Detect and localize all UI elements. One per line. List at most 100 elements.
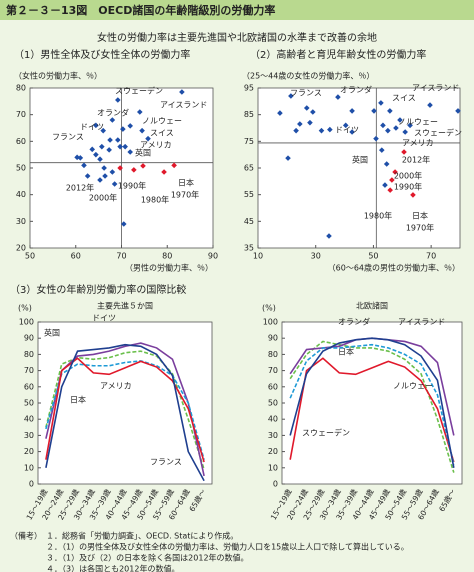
- country-label: スイス: [392, 94, 416, 103]
- country-label: 英国: [352, 155, 368, 165]
- y-tick-label: 10: [268, 463, 278, 472]
- data-point: [327, 126, 333, 133]
- x-tick-label: 65歳～: [436, 487, 457, 514]
- y-tick-label: 40: [24, 415, 34, 424]
- country-label: オランダ: [340, 85, 372, 95]
- data-point: [93, 122, 99, 129]
- y-tick-label: 0: [29, 480, 34, 489]
- series-line: [289, 340, 455, 473]
- country-label: アイスランド: [412, 84, 459, 93]
- x-tick-label: 80: [162, 252, 172, 261]
- point-label: 2000年: [89, 193, 117, 203]
- y-tick-label: 10: [24, 463, 34, 472]
- data-point: [161, 169, 167, 175]
- y-tick-label: 30: [16, 217, 26, 226]
- data-point: [131, 167, 137, 173]
- data-point: [139, 127, 145, 134]
- data-point: [371, 108, 377, 114]
- y-tick-label: 45: [244, 217, 254, 226]
- series-line: [45, 360, 205, 460]
- data-point: [326, 233, 332, 239]
- header-bar: [0, 0, 474, 20]
- data-point: [111, 181, 118, 187]
- data-point: [349, 108, 355, 114]
- y-tick-label: 60: [268, 382, 278, 391]
- chart-title: （3）女性の年齢別労働力率の国際比較: [10, 283, 186, 296]
- data-point: [382, 182, 388, 188]
- y-axis-label: (%): [18, 304, 32, 313]
- y-tick-label: 60: [24, 382, 34, 391]
- data-point: [117, 165, 123, 171]
- y-tick-label: 70: [268, 366, 278, 375]
- country-label: アメリカ: [140, 141, 172, 150]
- country-label: ドイツ: [335, 126, 359, 135]
- series-line: [45, 342, 205, 477]
- data-point: [100, 127, 106, 134]
- y-axis-label: （女性の労働力率、％）: [14, 71, 102, 81]
- y-tick-label: 30: [268, 431, 278, 440]
- note: ２．（1）の男性全体及び女性全体の労働力率は、労働力人口を15歳以上人口で除して…: [46, 542, 409, 552]
- point-label: 1970年: [171, 190, 199, 200]
- series-label: オランダ: [338, 317, 370, 327]
- series-label: スウェーデン: [302, 428, 350, 438]
- y-tick-label: 20: [16, 244, 26, 253]
- data-point: [107, 137, 113, 143]
- data-point: [297, 121, 303, 127]
- series-label: 英国: [44, 328, 60, 338]
- x-tick-label: 50: [25, 252, 35, 261]
- y-tick-label: 85: [244, 110, 254, 119]
- data-point: [115, 97, 121, 103]
- data-point: [127, 149, 133, 155]
- point-label: 1990年: [118, 181, 146, 191]
- y-tick-label: 75: [244, 137, 254, 146]
- data-point: [385, 127, 391, 134]
- point-label: 1980年: [364, 211, 392, 221]
- y-tick-label: 80: [268, 350, 278, 359]
- data-point: [77, 155, 84, 161]
- y-tick-label: 100: [19, 318, 34, 327]
- x-tick-label: 30: [311, 252, 321, 261]
- series-label: ドイツ: [92, 314, 116, 323]
- notes-label: （備考）: [10, 531, 42, 541]
- data-point: [380, 122, 386, 129]
- y-tick-label: 50: [24, 399, 34, 408]
- subtitle: 女性の労働力率は主要先進国や北欧諸国の水準まで改善の余地: [97, 31, 377, 44]
- y-tick-label: 30: [24, 431, 34, 440]
- country-label: フランス: [52, 133, 84, 142]
- series-line: [45, 343, 205, 482]
- data-point: [120, 221, 127, 227]
- x-tick-label: 70: [426, 252, 436, 261]
- data-point: [310, 109, 316, 115]
- data-point: [117, 143, 123, 150]
- point-label: 1990年: [394, 182, 422, 192]
- chart-title: （2）高齢者と育児年齢女性の労働力率: [250, 48, 426, 61]
- data-point: [455, 108, 461, 114]
- series-label: 日本: [412, 211, 428, 221]
- data-point: [335, 94, 341, 100]
- data-point: [145, 135, 151, 142]
- x-tick-label: 65歳～: [187, 487, 208, 514]
- country-label: スイス: [150, 129, 174, 138]
- data-point: [307, 119, 313, 126]
- data-point: [89, 146, 96, 153]
- data-point: [349, 129, 355, 135]
- series-line: [289, 343, 455, 465]
- country-label: フランス: [290, 89, 322, 98]
- data-point: [277, 110, 283, 116]
- series-label: アイスランド: [398, 318, 445, 327]
- point-label: 2012年: [402, 155, 430, 165]
- series-label: 日本: [338, 347, 354, 357]
- data-point: [378, 147, 385, 153]
- data-point: [387, 187, 393, 193]
- country-label: ノルウェー: [142, 117, 182, 126]
- data-point: [285, 155, 291, 161]
- x-tick-label: 60: [71, 252, 81, 261]
- y-tick-label: 50: [16, 164, 26, 173]
- data-point: [389, 177, 395, 183]
- data-point: [171, 162, 177, 169]
- data-point: [179, 89, 185, 95]
- country-label: ノルウェー: [398, 118, 438, 127]
- data-point: [392, 169, 398, 175]
- note: １．総務省「労働力調査」、OECD. Statにより作成。: [46, 531, 238, 541]
